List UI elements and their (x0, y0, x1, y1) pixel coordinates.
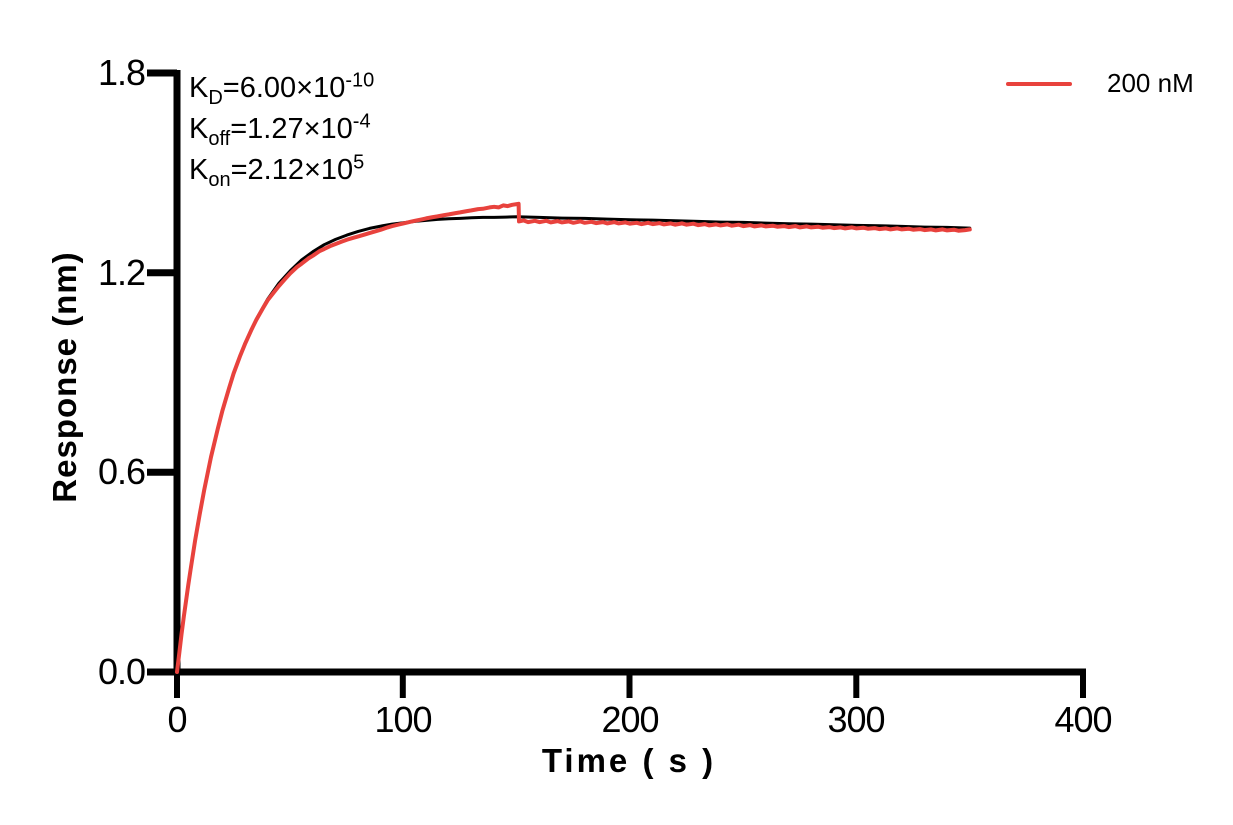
y-axis-title: Response (nm) (46, 251, 83, 503)
x-axis-title: Time ( s ) (541, 742, 717, 779)
kinetics-annotations: KD=6.00×10-10 Koff=1.27×10-4 Kon=2.12×10… (189, 68, 374, 191)
kon-exponent: 5 (353, 151, 365, 174)
x-tick-label-100: 100 (374, 699, 432, 740)
x-tick-label-200: 200 (601, 699, 659, 740)
legend: 200 nM (1006, 68, 1226, 100)
koff-subscript: off (208, 127, 231, 150)
kd-symbol: K (189, 72, 209, 104)
x-tick-label-0: 0 (167, 699, 187, 740)
series-group (175, 201, 972, 674)
kon-value: =2.12×10 (230, 154, 354, 186)
kon-symbol: K (189, 154, 209, 186)
koff-annotation: Koff=1.27×10-4 (189, 109, 374, 150)
kd-annotation: KD=6.00×10-10 (189, 68, 374, 109)
series-fit (175, 215, 972, 674)
kon-annotation: Kon=2.12×105 (189, 150, 374, 191)
x-tick-label-300: 300 (827, 699, 885, 740)
series-200-nm (175, 201, 972, 674)
y-tick-label-0.6: 0.6 (97, 451, 146, 492)
legend-label: 200 nM (1107, 68, 1194, 98)
koff-value: =1.27×10 (230, 113, 353, 145)
koff-symbol: K (189, 113, 209, 145)
kon-subscript: on (208, 168, 231, 191)
y-tick-label-1.8: 1.8 (97, 52, 146, 93)
y-tick-label-1.2: 1.2 (97, 252, 146, 293)
kd-subscript: D (208, 86, 223, 109)
koff-exponent: -4 (352, 110, 371, 133)
legend-line-swatch (1006, 82, 1072, 86)
kd-value: =6.00×10 (222, 72, 346, 104)
kd-exponent: -10 (345, 69, 375, 92)
y-tick-label-0.0: 0.0 (97, 651, 146, 692)
x-tick-label-400: 400 (1054, 699, 1112, 740)
